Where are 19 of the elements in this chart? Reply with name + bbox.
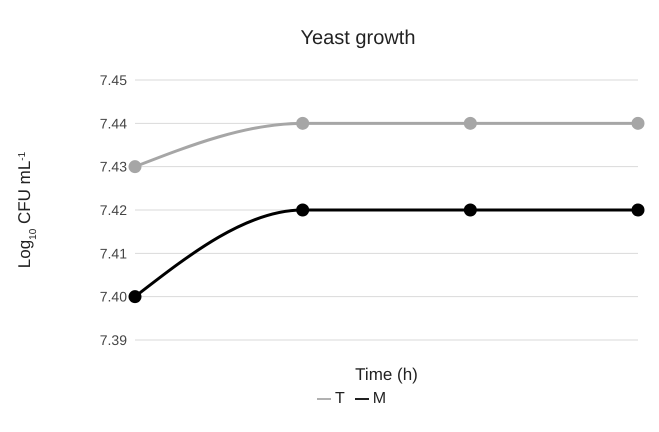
y-tick-label: 7.41 [100, 245, 128, 262]
point [632, 116, 644, 130]
x-axis-title: Time (h) [355, 365, 418, 384]
y-tick-label: 7.42 [100, 202, 128, 218]
y-tick-label: 7.45 [100, 72, 128, 88]
legend-label: T [334, 390, 345, 407]
point [632, 204, 644, 216]
point [296, 116, 310, 130]
point [128, 290, 142, 304]
y-tick-label: 7.40 [100, 288, 128, 305]
point [296, 204, 310, 216]
y-tick-label: 7.43 [100, 158, 128, 175]
legend-label: M [372, 390, 386, 407]
y-tick-label: 7.39 [100, 332, 128, 348]
y-tick-label: 7.44 [100, 115, 128, 132]
point [464, 204, 477, 216]
chart-title: Yeast growth [300, 27, 416, 49]
point [464, 116, 477, 130]
point [128, 160, 142, 174]
